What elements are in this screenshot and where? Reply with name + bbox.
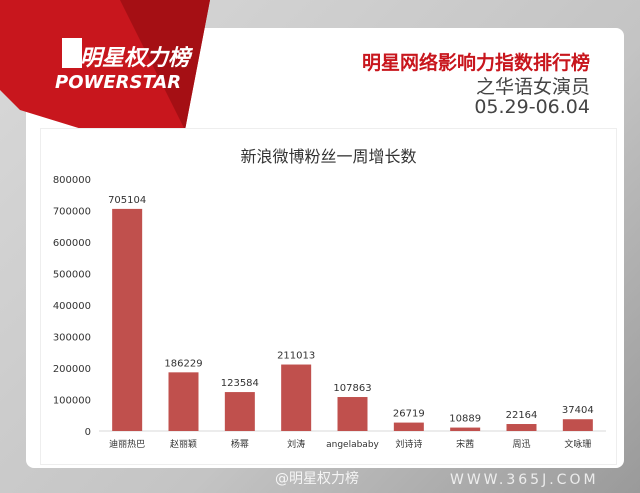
y-tick-label: 100000 [53, 396, 91, 407]
bar [393, 422, 424, 431]
svg-text:POWERSTAR: POWERSTAR [55, 72, 181, 93]
bar [281, 364, 312, 431]
chart-panel: 新浪微博粉丝一周增长数 0 100000 200000 300000 400000 500… [40, 128, 617, 465]
bar [112, 208, 143, 431]
data-label: 10889 [449, 414, 481, 425]
x-tick-label: angelababy [326, 440, 379, 450]
x-tick-label: 刘诗诗 [395, 438, 422, 450]
data-label: 211013 [277, 351, 315, 362]
ranking-title: 明星网络影响力指数排行榜 [361, 52, 590, 74]
y-tick-label: 0 [85, 427, 91, 438]
chart-title: 新浪微博粉丝一周增长数 [240, 147, 417, 166]
y-tick-label: 300000 [53, 333, 91, 344]
site-watermark: WWW.365J.COM [450, 472, 599, 488]
data-label: 123584 [221, 378, 259, 389]
bar-chart: 0 100000 200000 300000 400000 500000 600000 700… [53, 175, 606, 450]
date-range: 05.29-06.04 [474, 96, 590, 118]
bar [450, 427, 481, 431]
x-tick-label: 赵丽颖 [170, 438, 197, 450]
weibo-watermark: @明星权力榜 [275, 471, 359, 487]
bar [168, 372, 199, 431]
x-tick-label: 周迅 [512, 439, 530, 450]
bar [562, 419, 593, 431]
x-tick-label: 迪丽热巴 [109, 438, 145, 450]
x-tick-label: 文咏珊 [564, 438, 591, 450]
y-tick-label: 200000 [53, 364, 91, 375]
y-tick-label: 400000 [53, 301, 91, 312]
ranking-subtitle: 之华语女演员 [475, 76, 590, 98]
data-label: 186229 [164, 358, 202, 369]
svg-text:明星权力榜: 明星权力榜 [80, 45, 194, 71]
y-tick-label: 700000 [53, 207, 91, 218]
bar [224, 392, 255, 431]
data-label: 26719 [393, 409, 425, 420]
y-tick-label: 500000 [53, 270, 91, 281]
data-label: 37404 [562, 405, 594, 416]
data-label: 107863 [333, 383, 371, 394]
y-tick-label: 600000 [53, 238, 91, 249]
y-tick-label: 800000 [53, 175, 91, 186]
x-tick-label: 宋茜 [456, 438, 474, 450]
x-tick-label: 刘涛 [287, 438, 305, 450]
x-tick-label: 杨幂 [231, 438, 249, 450]
bar [506, 424, 537, 431]
data-label: 22164 [506, 410, 538, 421]
data-label: 705104 [108, 195, 146, 206]
bar [337, 397, 368, 431]
powerstar-logo: 明星权力榜 POWERSTAR [0, 0, 210, 150]
